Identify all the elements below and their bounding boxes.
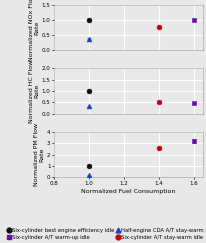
Y-axis label: Normalized HC Flow
Rate: Normalized HC Flow Rate bbox=[29, 60, 39, 123]
Y-axis label: Normalized NOx Flow
Rate: Normalized NOx Flow Rate bbox=[29, 0, 39, 61]
X-axis label: Normalized Fuel Consumption: Normalized Fuel Consumption bbox=[81, 189, 175, 194]
Y-axis label: Normalized PM Flow
Rate: Normalized PM Flow Rate bbox=[34, 123, 44, 186]
Legend: Six-cylinder best engine efficiency idle, Six-cylinder A/T warm-up idle, Half-en: Six-cylinder best engine efficiency idle… bbox=[7, 228, 206, 240]
